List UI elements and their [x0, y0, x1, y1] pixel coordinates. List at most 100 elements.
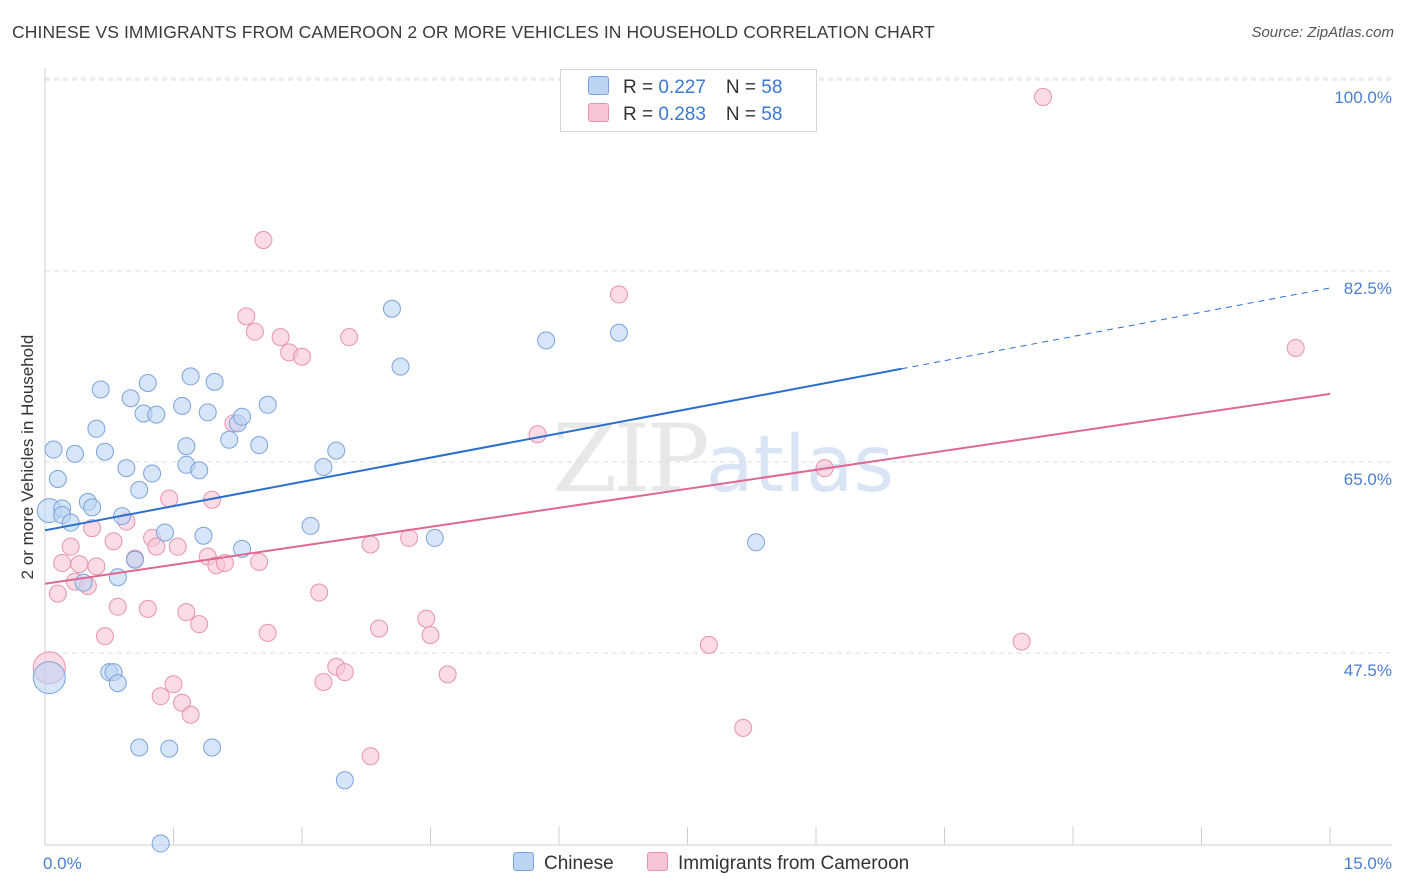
- chinese-point: [205, 372, 224, 391]
- legend-r-value: 0.227: [658, 77, 706, 98]
- chinese-point: [108, 674, 127, 693]
- cameroon-point: [147, 537, 166, 556]
- legend-row-cameroon: R = 0.283 N = 58: [588, 103, 782, 125]
- chinese-point: [83, 498, 102, 517]
- chinese-trend-line: [44, 367, 902, 532]
- chinese-point: [147, 405, 166, 424]
- y-axis-title: 2 or more Vehicles in Household: [18, 335, 37, 580]
- cameroon-point: [237, 307, 256, 326]
- chinese-point: [143, 464, 162, 483]
- y-tick-label: 47.5%: [1344, 661, 1392, 680]
- chinese-trend-extension: [901, 287, 1331, 370]
- cameroon-point: [104, 532, 123, 551]
- cameroon-point: [245, 322, 264, 341]
- chinese-point: [391, 357, 410, 376]
- y-tick-label: 82.5%: [1344, 279, 1392, 298]
- cameroon-point: [177, 603, 196, 622]
- trend-lines: [44, 287, 1331, 585]
- chinese-point: [327, 441, 346, 460]
- chinese-point: [130, 480, 149, 499]
- cameroon-point: [438, 665, 457, 684]
- chinese-point: [155, 523, 174, 542]
- stats-legend: R = 0.227 N = 58 R = 0.283 N = 58: [560, 69, 817, 132]
- chinese-point: [151, 834, 170, 853]
- cameroon-point: [83, 519, 102, 538]
- watermark-atlas: atlas: [705, 420, 895, 510]
- cameroon-point: [340, 328, 359, 347]
- watermark: ZIPatlas: [552, 405, 894, 514]
- legend-r-label: R =: [623, 104, 659, 125]
- cameroon-point: [528, 425, 547, 444]
- chinese-point: [173, 396, 192, 415]
- cameroon-point: [1286, 339, 1305, 358]
- cameroon-point: [138, 599, 157, 618]
- chinese-point: [203, 738, 222, 757]
- chinese-point: [198, 403, 217, 422]
- chinese-point: [181, 367, 200, 386]
- legend-item-chinese[interactable]: Chinese: [513, 852, 614, 875]
- chinese-point: [130, 738, 149, 757]
- x-tick-label: 0.0%: [43, 854, 82, 873]
- chinese-swatch: [513, 852, 534, 871]
- chinese-point: [87, 419, 106, 438]
- chinese-point: [44, 440, 63, 459]
- chinese-point: [95, 442, 114, 461]
- cameroon-point: [164, 675, 183, 694]
- chinese-point: [190, 461, 209, 480]
- cameroon-point: [400, 528, 419, 547]
- legend-label-chinese: Chinese: [544, 853, 614, 874]
- chinese-point: [314, 457, 333, 476]
- chinese-point: [121, 389, 140, 408]
- chinese-point: [65, 444, 84, 463]
- legend-n-label: N =: [725, 77, 762, 98]
- cameroon-point: [1034, 88, 1053, 106]
- cameroon-trend-line: [44, 392, 1331, 585]
- legend-row-chinese: R = 0.227 N = 58: [588, 76, 782, 98]
- chinese-point: [125, 550, 144, 569]
- grid-lines: [45, 77, 1392, 654]
- cameroon-point: [1012, 632, 1031, 651]
- legend-n-label: N =: [725, 104, 762, 125]
- chinese-point: [48, 470, 67, 488]
- cameroon-point: [95, 627, 114, 646]
- data-points: [32, 88, 1305, 853]
- y-tick-label: 100.0%: [1334, 88, 1392, 107]
- cameroon-point: [370, 619, 389, 638]
- cameroon-point: [108, 597, 127, 616]
- chinese-point: [160, 739, 179, 758]
- chinese-point: [301, 516, 320, 535]
- cameroon-point: [361, 535, 380, 554]
- legend-label-cameroon: Immigrants from Cameroon: [678, 853, 910, 874]
- axes: [44, 68, 1392, 846]
- chinese-swatch: [588, 76, 609, 95]
- cameroon-point: [361, 747, 380, 766]
- cameroon-point: [310, 583, 329, 602]
- cameroon-point: [699, 635, 718, 654]
- cameroon-point: [61, 537, 80, 556]
- chinese-point: [32, 661, 66, 695]
- chinese-point: [194, 526, 213, 545]
- chinese-point: [250, 436, 269, 455]
- chinese-point: [258, 395, 277, 414]
- chinese-point: [177, 437, 196, 456]
- chinese-point: [61, 513, 80, 532]
- cameroon-point: [734, 718, 753, 737]
- chinese-point: [537, 331, 556, 350]
- chinese-point: [91, 380, 110, 399]
- cameroon-point: [421, 626, 440, 645]
- cameroon-point: [271, 328, 290, 347]
- cameroon-point: [160, 489, 179, 508]
- legend-r-value: 0.283: [658, 104, 706, 125]
- chinese-point: [382, 299, 401, 318]
- watermark-zip: ZIP: [552, 405, 710, 514]
- chinese-point: [220, 430, 239, 449]
- axis-labels: 47.5% 65.0% 82.5% 100.0% 0.0% 15.0% 2 or more …: [18, 88, 1392, 873]
- cameroon-swatch: [647, 852, 668, 871]
- cameroon-point: [258, 623, 277, 642]
- chinese-point: [747, 533, 766, 552]
- cameroon-point: [314, 673, 333, 692]
- legend-item-cameroon[interactable]: Immigrants from Cameroon: [647, 852, 909, 875]
- cameroon-point: [609, 285, 628, 304]
- cameroon-point: [335, 663, 354, 682]
